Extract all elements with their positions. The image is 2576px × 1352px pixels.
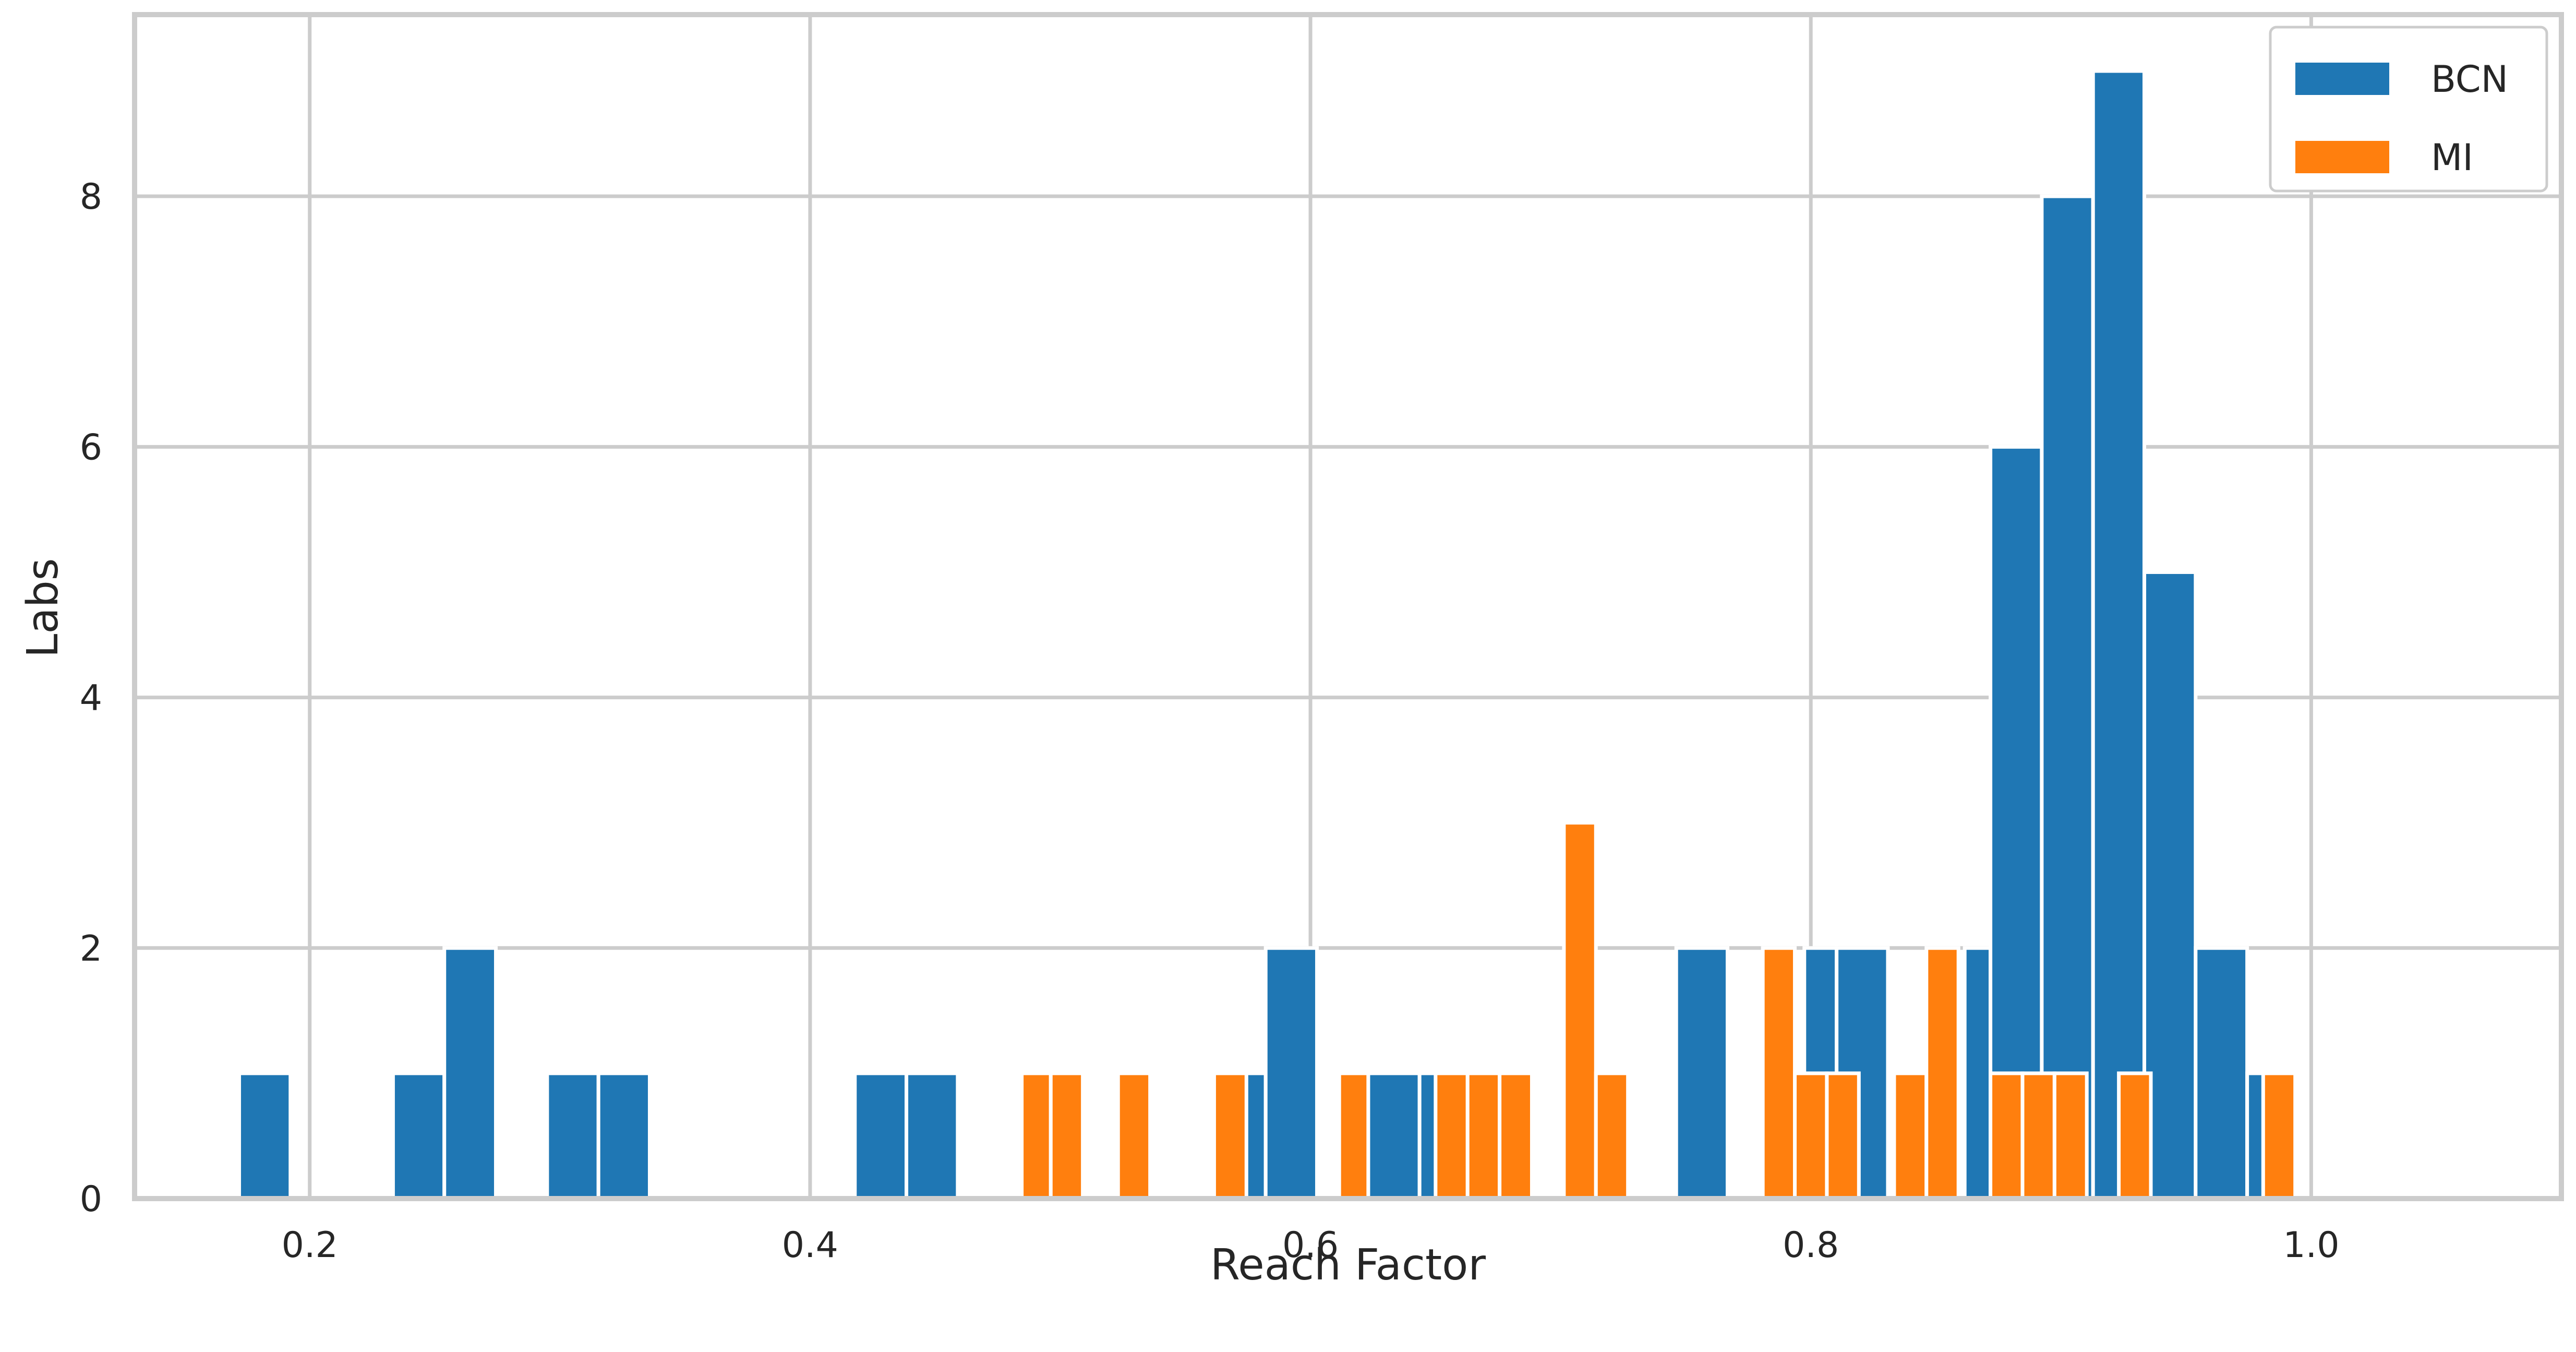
bar-bcn <box>391 1071 447 1201</box>
bar-mi <box>2261 1071 2297 1201</box>
legend-label-mi: MI <box>2431 136 2473 179</box>
bar-mi <box>1892 1071 1929 1201</box>
series-mi-bars <box>1020 821 2297 1201</box>
y-tick-label: 2 <box>80 928 102 970</box>
bar-mi <box>1793 1071 1829 1201</box>
bar-mi <box>1498 1071 1534 1201</box>
bar-bcn <box>1674 946 1730 1201</box>
bar-mi <box>1924 946 1960 1201</box>
bar-mi <box>2020 1071 2056 1201</box>
x-tick-label: 1.0 <box>2283 1225 2339 1266</box>
legend-swatch-mi <box>2295 141 2389 173</box>
bar-bcn <box>905 1071 960 1201</box>
bar-mi <box>1020 1071 1053 1201</box>
y-tick-label: 8 <box>80 176 102 218</box>
plot-frame <box>132 12 2564 1201</box>
bar-bcn <box>2091 69 2147 1201</box>
bar-mi <box>1761 946 1797 1201</box>
x-tick-labels: 0.2 0.4 0.6 0.8 1.0 <box>282 1225 2340 1266</box>
bar-bcn <box>853 1071 909 1201</box>
bar-mi <box>1562 821 1598 1201</box>
bar-bcn <box>545 1071 600 1201</box>
x-tick-label: 0.2 <box>282 1225 338 1266</box>
legend-label-bcn: BCN <box>2431 58 2508 101</box>
bar-mi <box>1212 1071 1248 1201</box>
bar-mi <box>1434 1071 1470 1201</box>
bar-mi <box>1825 1071 1861 1201</box>
x-tick-label: 0.8 <box>1783 1225 1839 1266</box>
bar-mi <box>1049 1071 1085 1201</box>
bar-bcn <box>1263 946 1319 1201</box>
x-tick-label: 0.4 <box>782 1225 838 1266</box>
y-tick-label: 4 <box>80 678 102 719</box>
bar-bcn <box>596 1071 652 1201</box>
legend-swatch-bcn <box>2295 63 2389 95</box>
x-axis-label: Reach Factor <box>1210 1240 1486 1290</box>
bar-bcn <box>237 1071 293 1201</box>
bar-bcn <box>1963 946 1993 1201</box>
bar-mi <box>1337 1071 1370 1201</box>
bar-mi <box>1989 1071 2025 1201</box>
y-tick-labels: 0 2 4 6 8 <box>80 176 102 1220</box>
bar-mi <box>2052 1071 2089 1201</box>
series-bcn-bars <box>237 69 2301 1201</box>
bar-mi <box>1594 1071 1630 1201</box>
bar-bcn <box>2040 194 2095 1201</box>
y-axis-label: Labs <box>18 558 68 658</box>
y-tick-label: 0 <box>80 1179 102 1220</box>
bar-mi <box>1465 1071 1502 1201</box>
x-tick-label: 0.6 <box>1282 1225 1339 1266</box>
bar-mi <box>2117 1071 2153 1201</box>
legend: BCN MI <box>2269 26 2548 193</box>
bar-bcn <box>2142 570 2198 1201</box>
bar-bcn <box>2194 946 2249 1201</box>
bar-bcn <box>442 946 498 1201</box>
bar-bcn <box>1366 1071 1422 1201</box>
bar-mi <box>1116 1071 1152 1201</box>
y-tick-label: 6 <box>80 427 102 468</box>
